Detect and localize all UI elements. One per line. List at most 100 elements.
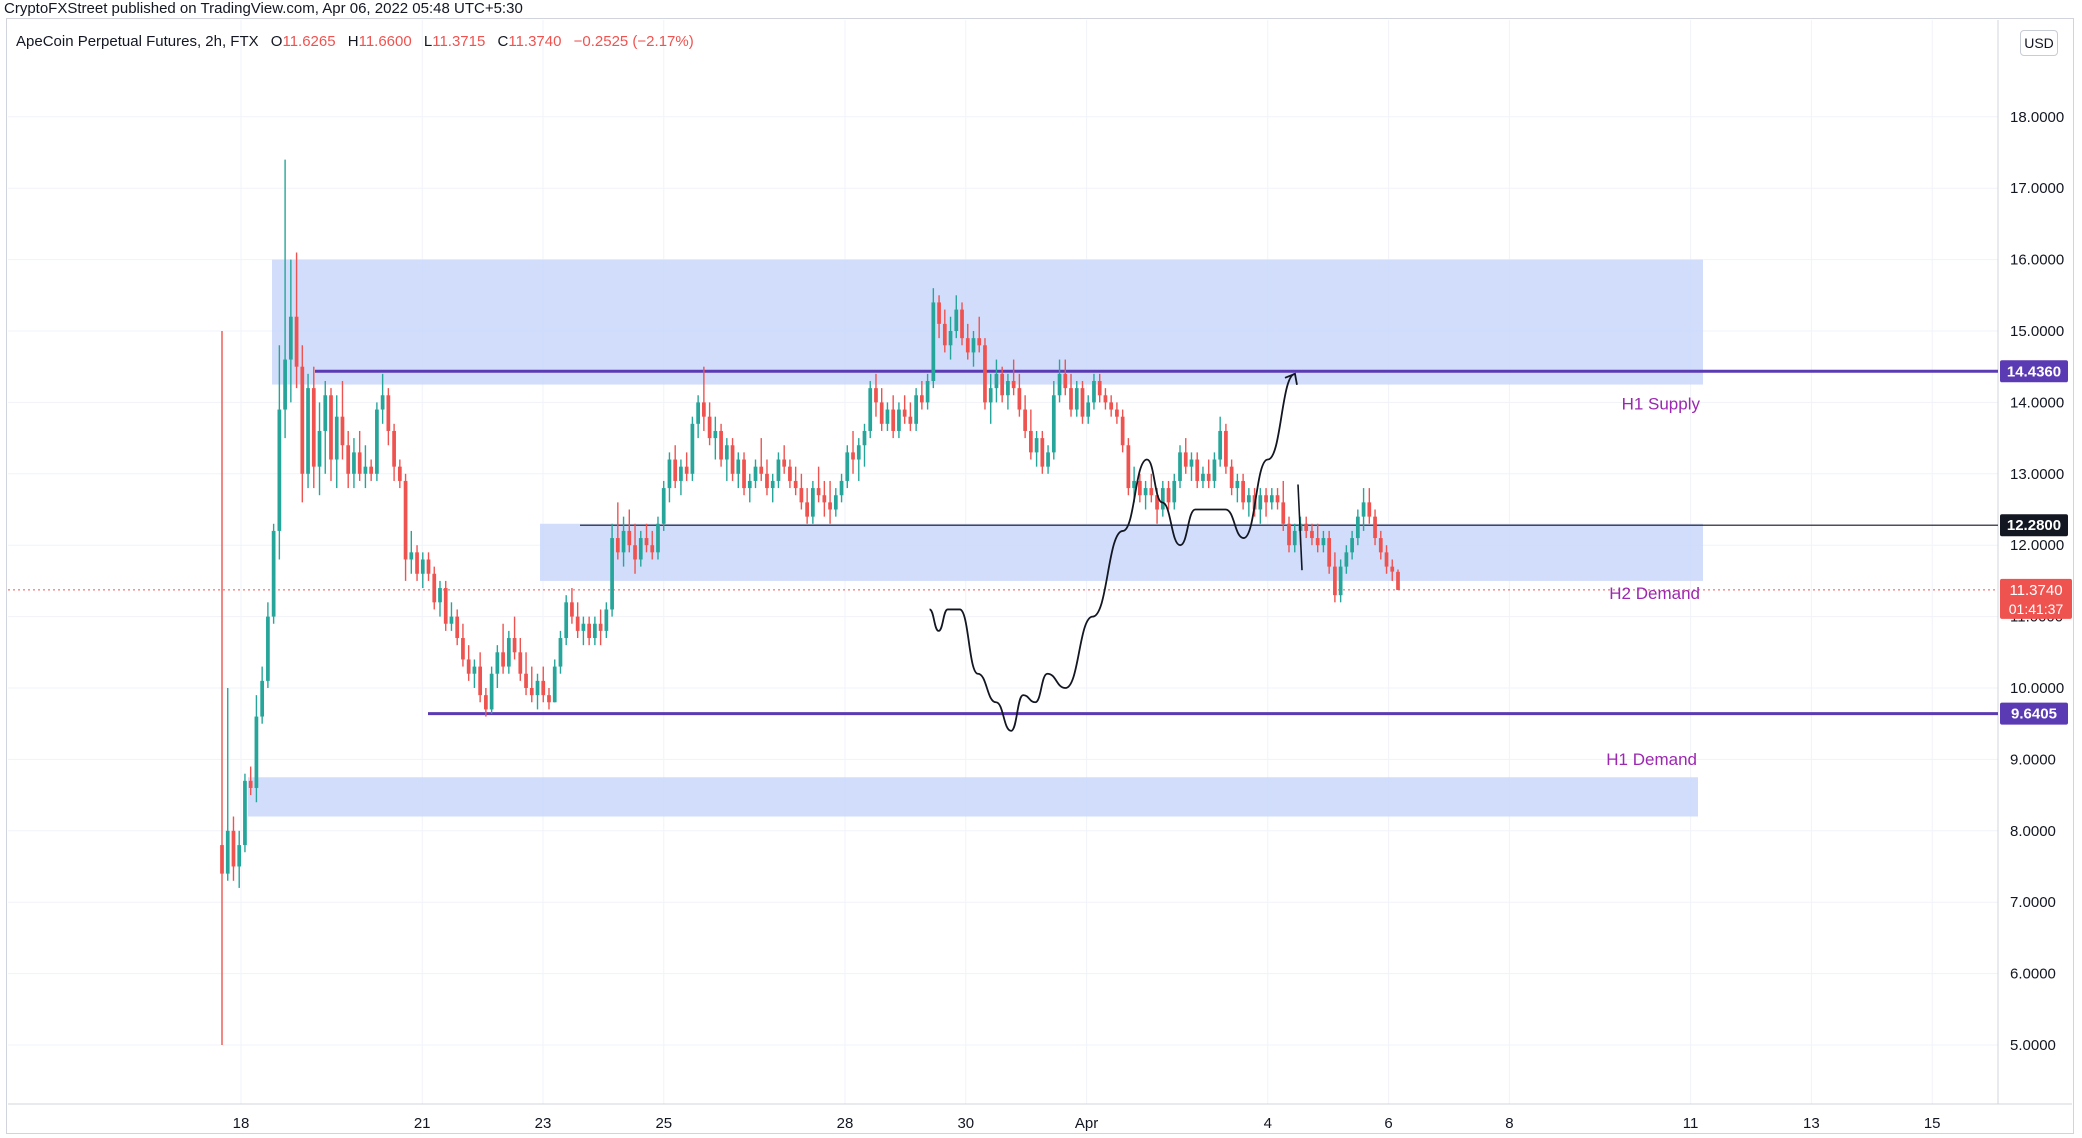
candle-body — [1218, 430, 1223, 460]
candle-body — [925, 380, 930, 403]
candle — [1310, 523, 1314, 546]
candle — [1292, 523, 1297, 553]
candle-body — [311, 388, 316, 467]
candle — [1166, 480, 1171, 510]
x-tick-label: 21 — [414, 1115, 431, 1132]
x-tick-label: 25 — [655, 1115, 672, 1132]
candle — [593, 616, 597, 646]
candle-body — [369, 466, 374, 474]
candle-body — [587, 623, 592, 639]
candle-body — [260, 680, 265, 717]
candle — [1120, 409, 1125, 453]
candle — [260, 666, 265, 724]
candle — [501, 623, 505, 674]
candle — [334, 395, 339, 489]
candle — [937, 295, 941, 339]
candle — [621, 516, 626, 567]
candle — [610, 523, 614, 617]
last-price-value: 11.3740 — [2009, 582, 2062, 599]
zone-rect — [540, 523, 1703, 581]
candle — [484, 688, 488, 717]
candle-body — [736, 459, 741, 474]
zone-labels: H1 Supply H2 Demand H1 Demand — [1606, 395, 1700, 770]
candle-body — [776, 459, 781, 481]
candle — [897, 402, 901, 439]
candle-body — [988, 388, 993, 403]
x-tick-label: Apr — [1075, 1115, 1098, 1132]
candle-body — [288, 316, 293, 360]
candle-body — [1344, 552, 1349, 567]
candle-body — [317, 430, 322, 467]
candle — [1287, 516, 1291, 553]
candle-body — [1126, 445, 1131, 489]
candle — [1046, 445, 1050, 474]
candle — [409, 530, 414, 574]
candle — [294, 252, 299, 389]
candle-body — [547, 695, 551, 703]
candle-body — [277, 409, 282, 531]
candle-body — [793, 480, 798, 489]
candle — [346, 430, 351, 489]
candle — [1246, 488, 1251, 517]
candle-body — [656, 523, 660, 553]
candle-body — [438, 588, 442, 603]
y-tick-label: 17.0000 — [2010, 180, 2064, 197]
currency-button[interactable]: USD — [2020, 30, 2058, 56]
candle-body — [1327, 538, 1332, 567]
candle-body — [948, 331, 953, 346]
candle — [1315, 523, 1320, 553]
last-price-badge: 11.3740 01:41:37 — [2000, 578, 2072, 619]
candle-body — [1367, 502, 1372, 517]
candle-body — [506, 638, 511, 667]
candle — [248, 766, 253, 796]
candle — [965, 323, 970, 360]
candle-body — [254, 716, 259, 788]
candle — [547, 688, 551, 710]
candle — [833, 488, 838, 517]
candle — [403, 473, 408, 581]
candle-body — [501, 652, 505, 667]
candle — [524, 652, 528, 696]
zones — [248, 259, 1703, 817]
level-badge: 14.4360 — [2000, 360, 2068, 383]
candle-body — [805, 502, 809, 517]
candle-body — [1183, 452, 1188, 467]
candle-body — [742, 459, 746, 489]
candle — [874, 373, 878, 417]
candle — [765, 459, 769, 496]
candle-body — [862, 430, 867, 446]
candle — [552, 659, 557, 703]
candle-body — [564, 602, 569, 639]
candle — [397, 459, 402, 489]
candle-body — [518, 652, 523, 674]
candle — [713, 416, 718, 460]
candle — [1160, 480, 1165, 517]
last-price-countdown: 01:41:37 — [2009, 601, 2064, 617]
candle-body — [1017, 388, 1022, 410]
time-axis[interactable]: 18 21 23 25 28 30 Apr 4 6 8 11 13 15 — [233, 1115, 1941, 1132]
candle — [788, 459, 792, 489]
y-tick-label: 9.0000 — [2010, 751, 2056, 768]
level-badge-text: 9.6405 — [2011, 706, 2057, 723]
candle-body — [1206, 473, 1211, 481]
candle — [461, 623, 465, 667]
candle-body — [661, 488, 666, 524]
candle-body — [1051, 395, 1056, 453]
x-tick-label: 4 — [1264, 1115, 1272, 1132]
candle-body — [707, 416, 712, 439]
candle-body — [570, 602, 574, 617]
candle-body — [914, 395, 918, 424]
candle-body — [730, 445, 735, 474]
candle-body — [489, 673, 494, 710]
candle-body — [1137, 480, 1142, 496]
candle — [443, 580, 448, 631]
price-axis[interactable]: 5.0000 6.0000 7.0000 8.0000 9.0000 10.0000 11.… — [2010, 109, 2064, 1054]
candle — [839, 473, 844, 503]
candle — [702, 366, 706, 431]
candle — [822, 480, 827, 517]
candle — [799, 473, 804, 510]
candle-body — [581, 623, 586, 631]
low-value: 11.3715 — [432, 33, 486, 50]
candle-body — [856, 445, 861, 460]
